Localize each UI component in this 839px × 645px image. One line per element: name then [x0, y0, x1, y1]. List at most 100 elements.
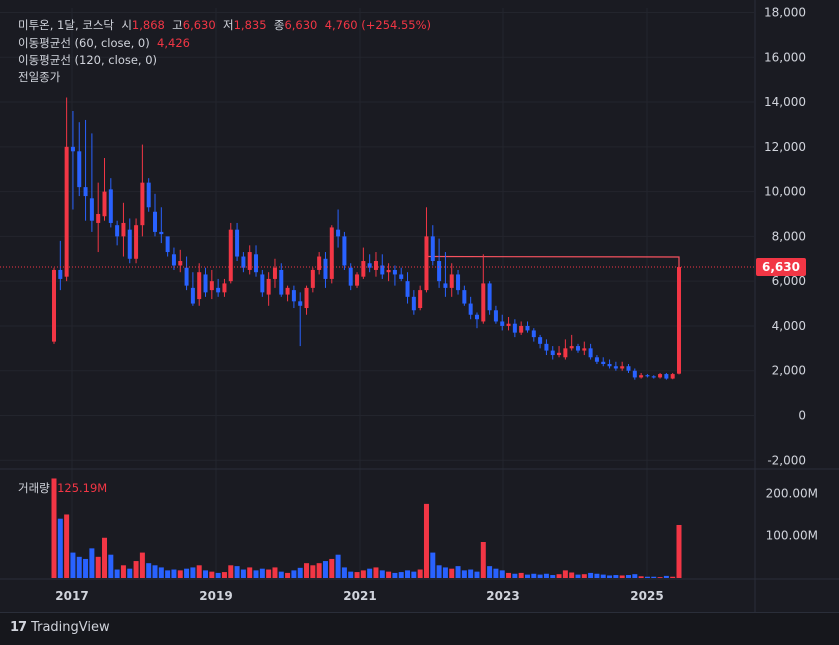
legend-ma120[interactable]: 이동평균선 (120, close, 0) [18, 53, 157, 68]
volume-bar [348, 571, 354, 578]
volume-bar [379, 570, 385, 578]
volume-bar [215, 572, 221, 578]
volume-bar [259, 568, 265, 578]
volume-bar [266, 569, 272, 578]
candle-body [184, 267, 189, 286]
volume-bar [310, 565, 316, 578]
volume-bar [588, 572, 594, 578]
candle-body [317, 256, 322, 270]
legend-ma60[interactable]: 이동평균선 (60, close, 0) 4,426 [18, 36, 190, 51]
volume-bar [417, 569, 423, 578]
legend-symbol-line: 미투온, 1달, 코스닥 시1,868 고6,630 저1,835 종6,630… [18, 18, 431, 33]
volume-bar [461, 570, 467, 578]
candle-body [222, 283, 227, 293]
x-tick-label: 2017 [55, 589, 88, 603]
volume-bar [285, 572, 291, 578]
volume-bar [234, 566, 240, 578]
volume-bar [499, 570, 505, 578]
candle-body [456, 274, 461, 291]
candle-body [241, 256, 246, 268]
candle-body [304, 287, 309, 309]
candle-body [310, 269, 315, 288]
y-tick-label: 16,000 [764, 50, 806, 64]
volume-bar [543, 573, 549, 578]
volume-bar [581, 574, 587, 578]
candle-body [153, 211, 158, 232]
chart-frame[interactable]: -2,000 0 2,000 4,000 6,000 8,000 10,000 12,000 1… [0, 0, 839, 613]
volume-bar [398, 572, 404, 578]
volume-bar [657, 577, 663, 578]
candle-body [594, 357, 599, 362]
volume-bar [449, 568, 455, 578]
candle-body [272, 267, 277, 279]
candle-body [52, 269, 56, 342]
candle-body [664, 374, 669, 379]
y-tick-label: 18,000 [764, 5, 806, 19]
volume-legend[interactable]: 거래량 125.19M [18, 480, 107, 496]
candle-body [336, 229, 341, 237]
chart-canvas[interactable]: -2,000 0 2,000 4,000 6,000 8,000 10,000 12,000 1… [0, 0, 839, 612]
volume-bar [518, 572, 524, 578]
volume-bar [158, 567, 164, 578]
volume-bar [632, 574, 638, 578]
tradingview-brand[interactable]: 17 TradingView [10, 620, 110, 635]
volume-bar [411, 571, 417, 578]
candle-body [601, 361, 606, 365]
volume-bar [480, 542, 486, 578]
volume-bar [152, 565, 158, 578]
candle-body [260, 274, 265, 293]
volume-bar [493, 568, 499, 578]
legend-open: 1,868 [131, 18, 165, 32]
x-tick-label: 2025 [630, 589, 663, 603]
candle-body [367, 263, 372, 268]
volume-bar [531, 573, 537, 578]
candle-body [525, 325, 530, 331]
candle-body [392, 269, 397, 275]
legend-close: 6,630 [284, 18, 318, 32]
candle-body [519, 325, 524, 333]
candle-body [171, 254, 176, 266]
candle-body [651, 376, 656, 378]
volume-bar [405, 570, 411, 578]
candle-body [538, 337, 543, 344]
legend-close-label: 종 [273, 18, 285, 32]
candle-body [557, 352, 562, 356]
candle-body [544, 343, 549, 351]
legend-change: 4,760 (+254.55%) [324, 18, 432, 32]
x-tick-label: 2019 [199, 589, 232, 603]
volume-bar [556, 574, 562, 578]
candle-body [493, 310, 498, 322]
volume-bar [335, 554, 341, 578]
candle-body [380, 265, 385, 275]
candle-body [216, 287, 221, 293]
volume-bar [524, 574, 530, 578]
prev-close-label: 전일종가 [18, 70, 61, 84]
candle-body [247, 252, 252, 270]
volume-bar [228, 565, 234, 578]
volume-value: 125.19M [57, 481, 108, 495]
x-tick-label: 2023 [486, 589, 519, 603]
volume-bar [165, 570, 171, 578]
candle-body [298, 301, 303, 306]
candle-body [254, 254, 259, 273]
candle-body [348, 267, 353, 286]
legend-open-label: 시 [121, 18, 132, 32]
candle-body [102, 191, 107, 217]
volume-bar [304, 563, 310, 578]
volume-bar [619, 575, 625, 578]
candle-body [140, 182, 145, 226]
volume-bar [70, 552, 76, 578]
candle-body [531, 330, 536, 338]
volume-bar [613, 575, 619, 578]
volume-bar [114, 569, 120, 578]
candle-body [285, 287, 290, 295]
candle-body [462, 290, 467, 304]
x-tick-label: 2021 [343, 589, 376, 603]
candle-body [500, 321, 505, 326]
volume-bar [367, 568, 373, 578]
candle-body [474, 314, 479, 320]
legend-prev-close[interactable]: 전일종가 [18, 70, 60, 85]
volume-bar [360, 570, 366, 578]
volume-bar [209, 571, 215, 578]
y-tick-label: 0 [798, 409, 806, 423]
